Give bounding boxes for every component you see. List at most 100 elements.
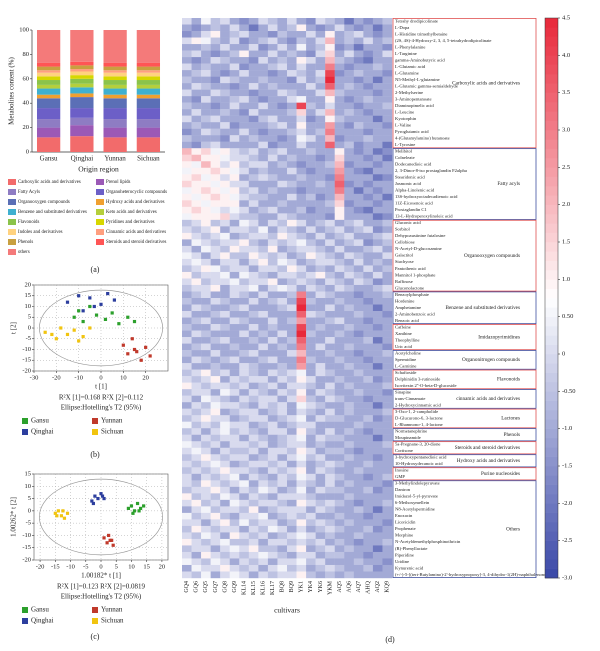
heatmap-cell xyxy=(258,473,269,481)
point xyxy=(53,511,57,515)
heatmap-cell xyxy=(306,109,316,116)
heatmap-cell xyxy=(372,31,383,38)
heatmap-cell xyxy=(182,128,192,136)
heatmap-cell xyxy=(325,519,335,527)
heatmap-cell xyxy=(210,402,221,409)
bar-segment xyxy=(36,98,61,109)
row-label: Gluconic acid xyxy=(395,220,421,225)
point xyxy=(126,506,131,510)
heatmap-cell xyxy=(287,408,297,416)
heatmap-cell xyxy=(344,311,355,318)
bar-segment xyxy=(136,30,161,63)
colorbar-tick-label: -1.5 xyxy=(562,462,572,469)
heatmap-cell xyxy=(382,337,393,344)
legend-swatch xyxy=(96,189,104,195)
bar-segment xyxy=(70,136,94,152)
heatmap-cell xyxy=(334,161,345,168)
heatmap-cell xyxy=(220,447,230,455)
heatmap-cell xyxy=(267,395,278,403)
heatmap-cell xyxy=(287,50,297,58)
heatmap-cell xyxy=(277,44,288,51)
heatmap-cell xyxy=(248,389,259,396)
column-label: BQ8 xyxy=(280,581,286,592)
heatmap-cell xyxy=(315,206,326,214)
heatmap-cell xyxy=(201,493,211,501)
point xyxy=(65,332,70,337)
row-label: Enoxacin xyxy=(395,513,413,518)
heatmap-cell xyxy=(363,284,374,292)
heatmap-cell xyxy=(353,486,364,494)
row-label: 2, 3-Dinor-8-iso prostaglandin F2alpha xyxy=(395,168,467,174)
heatmap-cell xyxy=(353,219,364,227)
heatmap-cell xyxy=(334,298,345,305)
heatmap-cell xyxy=(363,324,374,331)
heatmap-cell xyxy=(258,551,269,559)
heatmap-cell xyxy=(325,50,335,58)
heatmap-cell xyxy=(363,96,374,103)
heatmap-cell xyxy=(372,473,383,481)
heatmap-cell xyxy=(182,187,192,195)
heatmap-cell xyxy=(296,343,307,351)
heatmap-cell xyxy=(382,317,393,325)
heatmap-cell xyxy=(382,298,393,305)
heatmap-cell xyxy=(277,265,288,273)
heatmap-cell xyxy=(382,265,393,273)
x-tick-label: -5 xyxy=(83,563,88,570)
heatmap-cell xyxy=(182,363,192,370)
group-label: Hydroxy acids and derivatives xyxy=(457,458,520,464)
heatmap-cell xyxy=(220,161,230,168)
heatmap-cell xyxy=(315,213,326,221)
heatmap-cell xyxy=(306,415,316,422)
heatmap-cell xyxy=(258,421,269,429)
colorbar-tick-label: 0 xyxy=(562,350,565,357)
heatmap-cell xyxy=(277,324,288,331)
heatmap-cell xyxy=(229,70,240,77)
heatmap-cell xyxy=(344,428,355,435)
heatmap-cell xyxy=(287,76,297,84)
row-label: gamma-Aminobutyric acid xyxy=(395,57,445,62)
heatmap-cell xyxy=(239,291,250,299)
heatmap-cell xyxy=(239,187,250,195)
heatmap-cell xyxy=(277,76,288,84)
heatmap-cell xyxy=(277,486,288,494)
heatmap-cell xyxy=(306,421,316,429)
heatmap-cell xyxy=(296,311,307,318)
heatmap-cell xyxy=(229,525,240,533)
heatmap-cell xyxy=(229,96,240,103)
point xyxy=(72,315,76,319)
heatmap-cell xyxy=(267,545,278,553)
heatmap-cell xyxy=(182,70,192,77)
heatmap-cell xyxy=(191,512,202,520)
heatmap-cell xyxy=(239,37,250,45)
heatmap-cell xyxy=(315,369,326,377)
point xyxy=(90,499,94,503)
heatmap-cell xyxy=(277,89,288,97)
heatmap-cell xyxy=(382,369,393,377)
heatmap-cell xyxy=(382,148,393,155)
heatmap-cell xyxy=(201,24,211,32)
heatmap-cell xyxy=(229,493,240,501)
heatmap-cell xyxy=(229,83,240,90)
heatmap-cell xyxy=(191,356,202,364)
colorbar-step xyxy=(545,391,558,401)
heatmap-cell xyxy=(229,284,240,292)
heatmap-cell xyxy=(296,545,307,553)
heatmap-cell xyxy=(248,408,259,416)
heatmap-cell xyxy=(267,330,278,338)
heatmap-cell xyxy=(201,350,211,357)
heatmap-cell xyxy=(201,167,211,175)
legend-label: Benzene and substituted derivatives xyxy=(18,210,87,215)
heatmap-cell xyxy=(258,128,269,136)
heatmap-cell xyxy=(191,480,202,488)
heatmap-cell xyxy=(248,141,259,149)
heatmap-cell xyxy=(372,141,383,149)
heatmap-cell xyxy=(334,369,345,377)
y-tick-label: -10 xyxy=(22,346,31,353)
heatmap-cell xyxy=(372,200,383,208)
heatmap-cell xyxy=(363,389,374,396)
heatmap-cell xyxy=(191,44,202,51)
heatmap-cell xyxy=(315,447,326,455)
colorbar-tick-label: 4.5 xyxy=(562,14,570,21)
heatmap-cell xyxy=(353,421,364,429)
heatmap-cell xyxy=(201,278,211,286)
